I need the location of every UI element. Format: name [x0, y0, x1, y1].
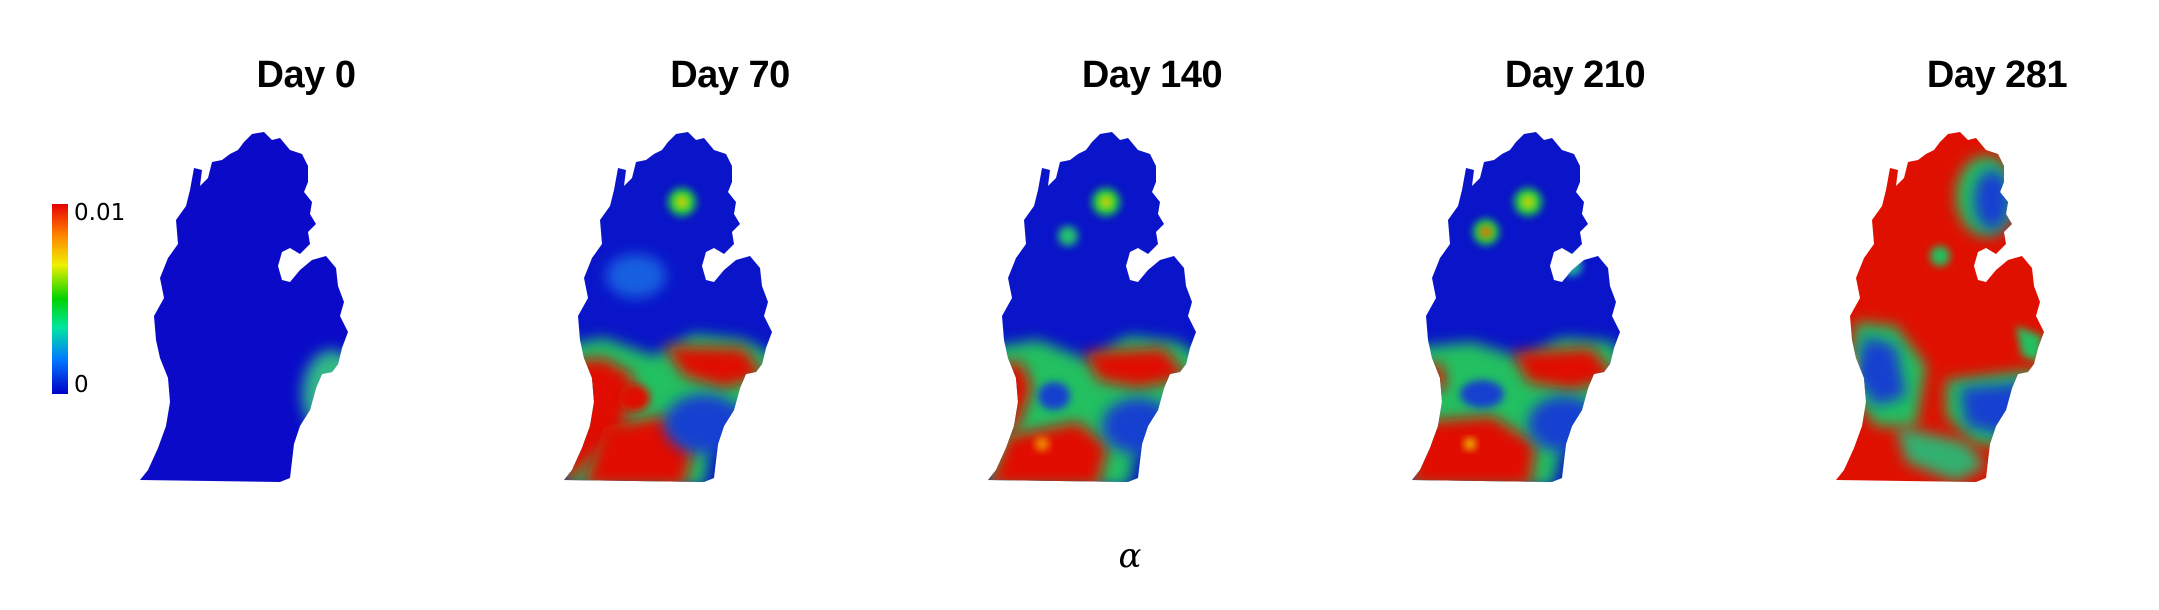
- variable-label: α: [1118, 536, 1142, 576]
- colorbar: [52, 204, 68, 394]
- map-day-210: [1412, 132, 1620, 482]
- map-day-70: [564, 132, 772, 482]
- panel-title-day-210: Day 210: [1504, 54, 1646, 96]
- map-day-281: [1836, 132, 2044, 482]
- map-day-0: [140, 132, 348, 482]
- panel-title-day-140: Day 140: [1081, 54, 1223, 96]
- panel-title-day-281: Day 281: [1926, 54, 2068, 96]
- map-day-140: [988, 132, 1196, 482]
- panel-title-day-0: Day 0: [256, 54, 356, 96]
- colorbar-max-label: 0.01: [74, 200, 126, 226]
- panel-title-day-70: Day 70: [670, 54, 790, 96]
- colorbar-min-label: 0: [74, 372, 89, 398]
